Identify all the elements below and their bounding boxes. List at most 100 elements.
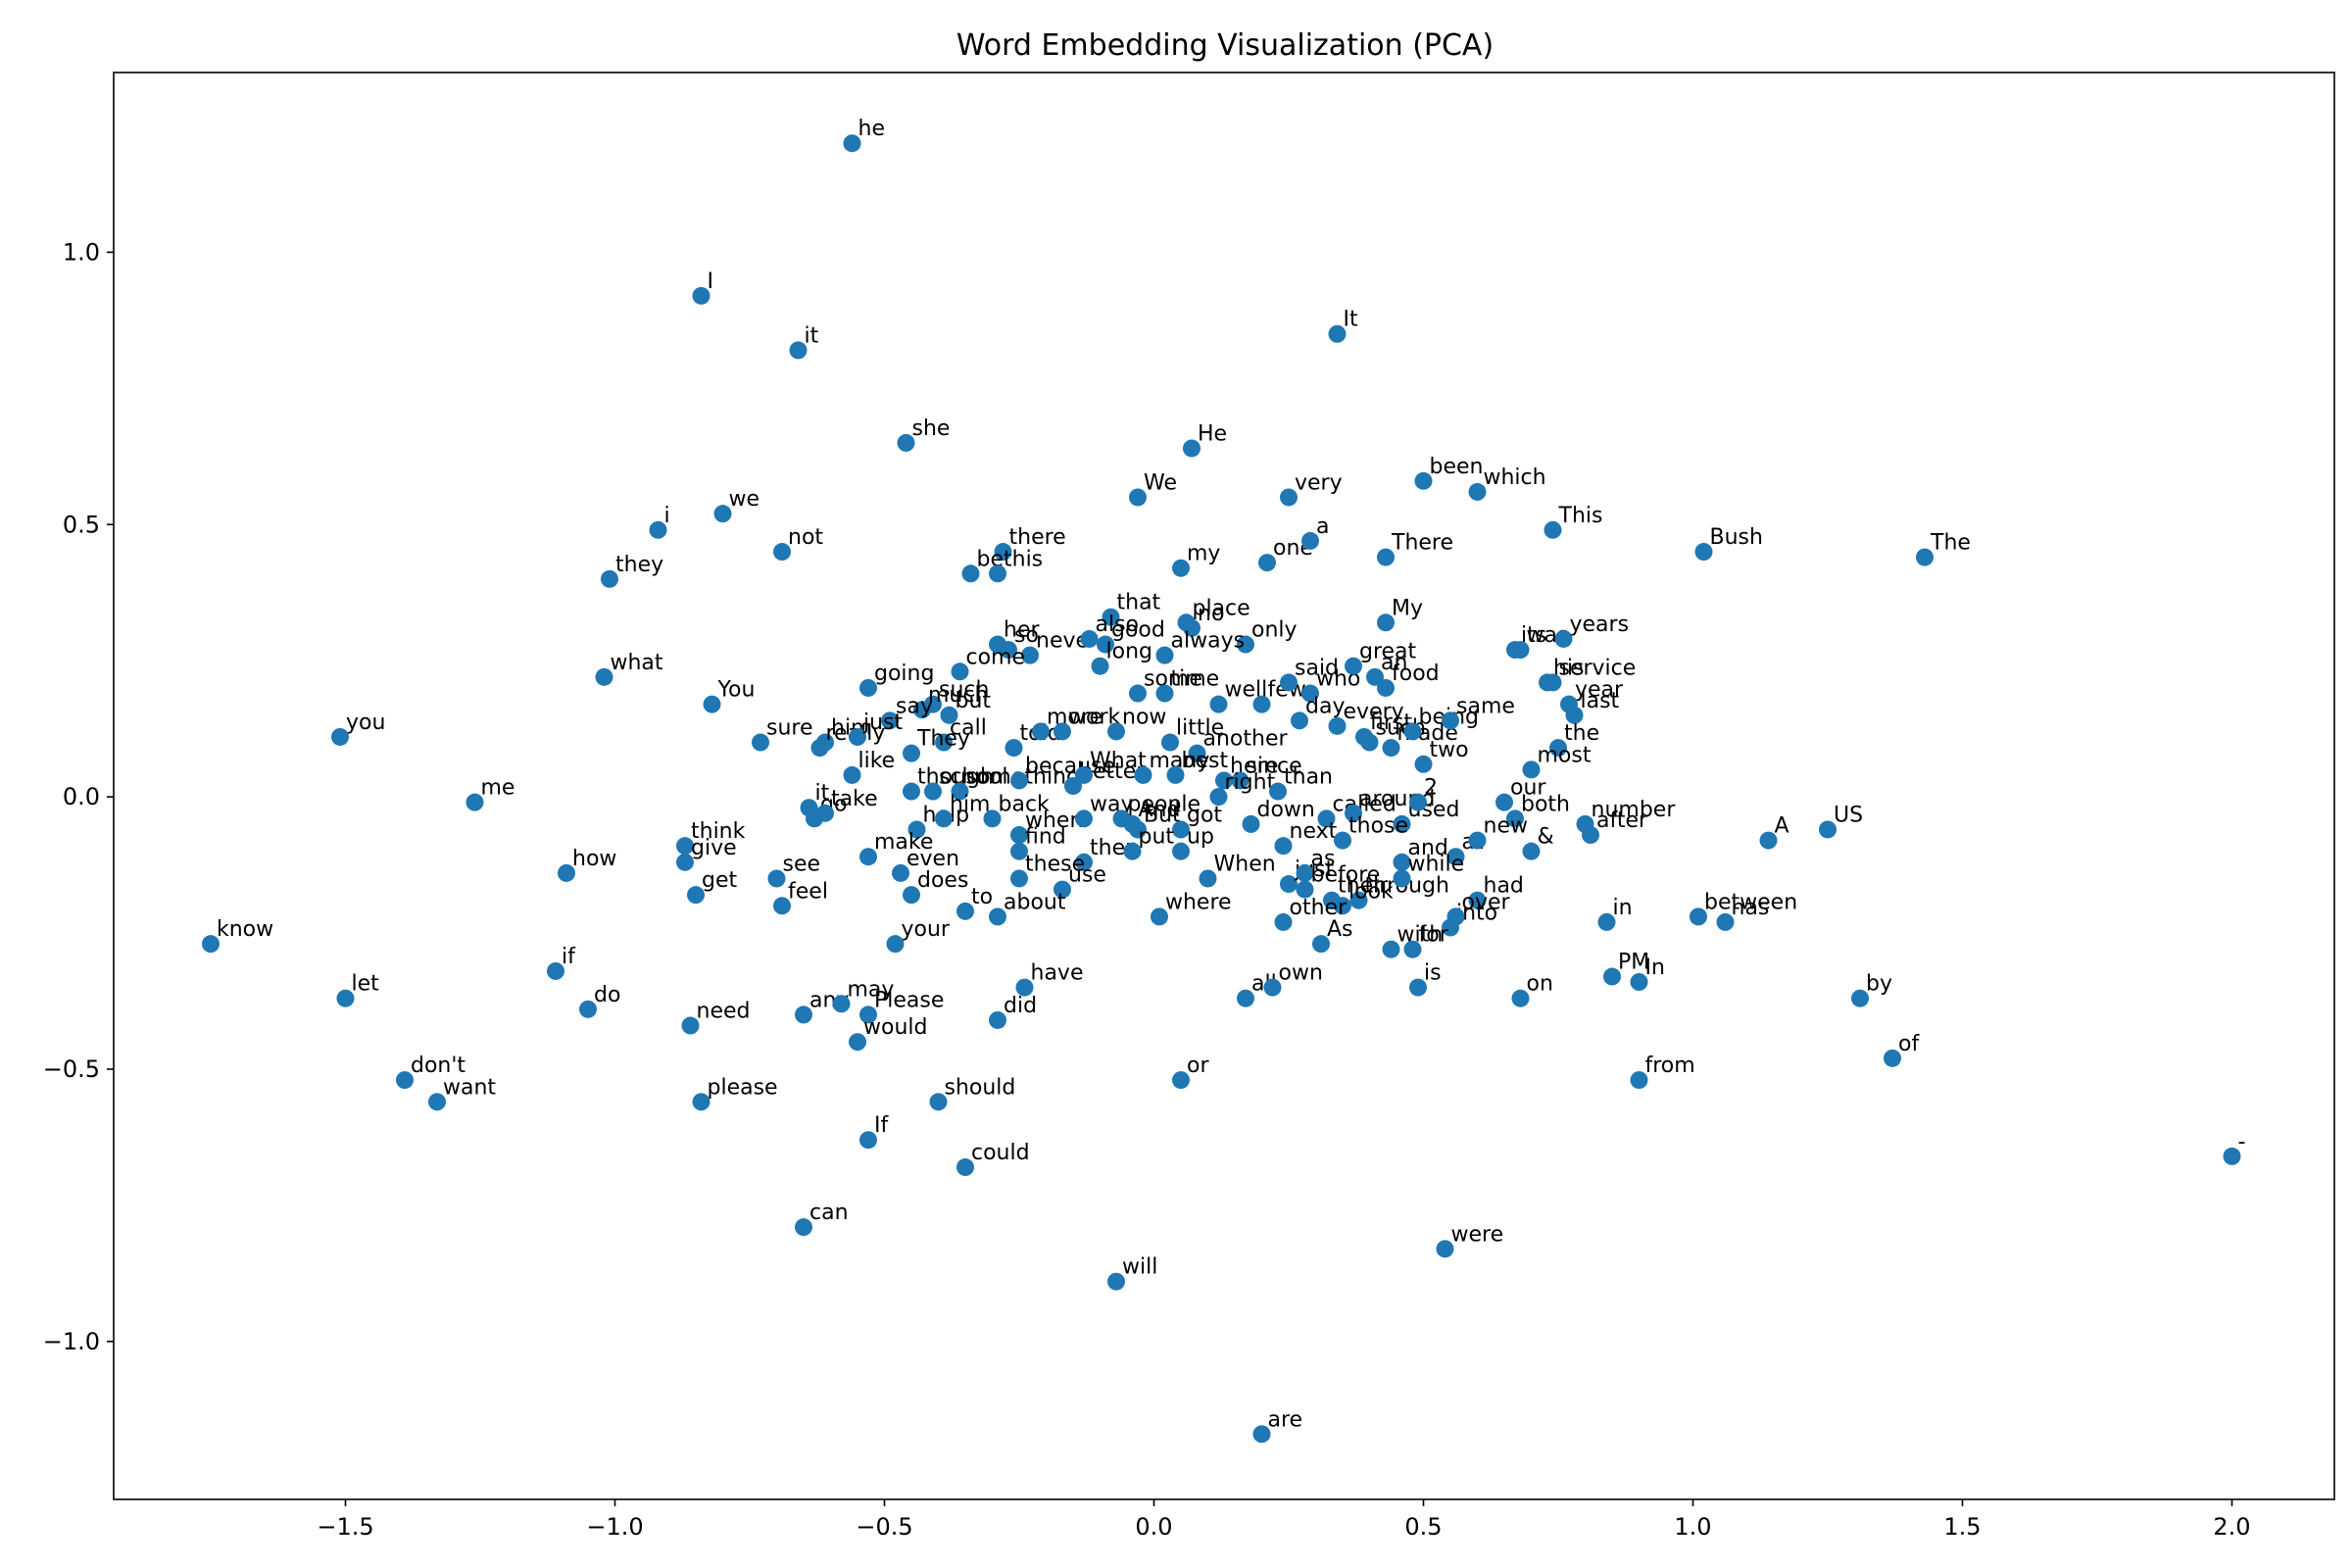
data-point: [1091, 657, 1109, 675]
data-point: [1102, 608, 1120, 626]
data-point: [1328, 716, 1347, 735]
data-point: [1393, 853, 1411, 871]
data-point: [1549, 739, 1567, 758]
point-label: before: [1311, 863, 1381, 888]
data-point: [1442, 711, 1459, 730]
point-label: You: [717, 678, 756, 703]
point-label: please: [708, 1075, 778, 1100]
point-label: A: [1775, 814, 1789, 839]
data-point: [816, 804, 834, 822]
data-point: [1312, 935, 1330, 954]
point-label: little: [1176, 716, 1224, 741]
data-point: [1000, 641, 1017, 660]
data-point: [1301, 531, 1319, 550]
data-point: [989, 1010, 1006, 1029]
data-point: [1446, 848, 1465, 866]
data-point: [1393, 814, 1411, 833]
data-point: [1349, 891, 1368, 909]
point-label: while: [1408, 852, 1465, 876]
point-label: those: [1348, 814, 1408, 839]
point-label: and: [1408, 836, 1448, 860]
data-point: [1263, 978, 1282, 997]
data-point: [810, 739, 829, 758]
data-point: [1819, 820, 1837, 839]
data-point: [1199, 869, 1217, 888]
data-point: [1123, 842, 1142, 860]
point-label: of: [1898, 1032, 1920, 1056]
point-label: for: [1419, 923, 1449, 948]
point-label: Bush: [1710, 525, 1763, 550]
data-point: [1231, 771, 1250, 790]
point-label: could: [971, 1141, 1030, 1165]
data-point: [428, 1093, 446, 1111]
data-point: [1345, 804, 1362, 822]
data-point: [676, 853, 694, 871]
point-label: may: [848, 977, 895, 1002]
data-point: [951, 782, 969, 801]
data-point: [1716, 912, 1735, 931]
y-tick-label: 1.0: [63, 238, 100, 266]
data-point: [1296, 863, 1314, 882]
data-point: [1097, 635, 1114, 654]
data-point: [1506, 809, 1524, 828]
data-point: [929, 1093, 948, 1111]
data-point: [881, 711, 899, 730]
data-point: [1522, 760, 1541, 779]
data-point: [676, 837, 694, 856]
point-label: &: [1538, 825, 1554, 850]
point-label: they: [615, 553, 663, 577]
point-label: but: [956, 689, 992, 713]
point-label: They: [916, 727, 970, 752]
data-point: [1252, 1425, 1271, 1444]
data-point: [1334, 831, 1351, 850]
point-label: where: [1165, 890, 1232, 914]
data-point: [1468, 831, 1487, 850]
point-label: two: [1430, 738, 1469, 762]
data-point: [1345, 657, 1362, 675]
data-point: [579, 1000, 597, 1018]
data-point: [1377, 548, 1395, 566]
data-point: [1565, 706, 1584, 724]
data-point: [1274, 837, 1293, 856]
point-label: In: [1645, 956, 1665, 980]
data-point: [1172, 820, 1190, 839]
data-point: [1409, 793, 1427, 811]
point-label: over: [1462, 890, 1511, 914]
data-point: [886, 935, 905, 954]
point-label: did: [1004, 994, 1037, 1018]
y-tick-label: −0.5: [43, 1055, 100, 1083]
data-point: [1630, 1071, 1648, 1090]
data-point: [558, 863, 575, 882]
point-label: now: [1122, 705, 1166, 729]
data-point: [1544, 673, 1562, 692]
point-label: make: [874, 830, 933, 855]
point-label: back: [999, 792, 1051, 816]
data-point: [1107, 722, 1125, 741]
point-label: should: [945, 1075, 1016, 1100]
data-point: [1010, 842, 1028, 860]
point-label: have: [1031, 961, 1084, 986]
point-label: this: [1004, 547, 1043, 571]
point-label: when: [1025, 808, 1083, 833]
data-point: [1393, 869, 1411, 888]
point-label: My: [1392, 596, 1423, 620]
data-point: [1597, 912, 1616, 931]
point-label: We: [1144, 470, 1177, 495]
data-point: [1155, 646, 1174, 664]
point-label: after: [1596, 808, 1648, 833]
data-point: [1690, 907, 1707, 926]
point-label: by: [1866, 972, 1892, 997]
point-label: want: [443, 1075, 496, 1100]
point-label: good: [1111, 618, 1165, 643]
point-label: call: [950, 716, 987, 741]
data-point: [1328, 324, 1347, 343]
data-point: [935, 733, 953, 752]
point-label: know: [217, 917, 273, 942]
point-label: would: [863, 1015, 927, 1040]
point-label: If: [874, 1113, 889, 1138]
data-point: [843, 134, 861, 153]
data-point: [1237, 989, 1254, 1007]
data-point: [897, 433, 915, 452]
point-label: how: [572, 847, 616, 871]
point-label: a: [1316, 514, 1329, 539]
